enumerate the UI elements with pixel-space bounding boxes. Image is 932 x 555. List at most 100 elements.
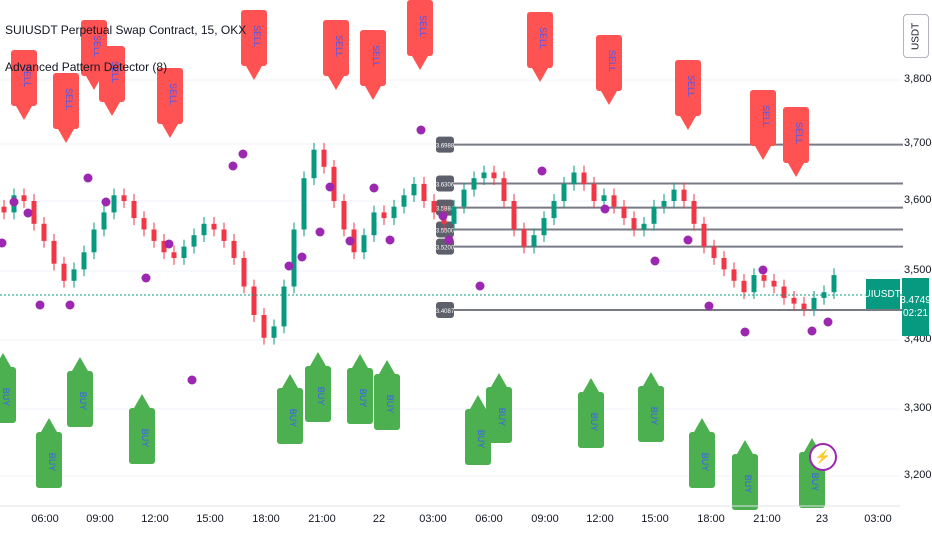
signal-body xyxy=(750,90,776,146)
candle-body xyxy=(641,223,647,230)
candle-body xyxy=(31,201,37,224)
candle-body xyxy=(101,212,107,230)
signal-arrow xyxy=(365,86,381,100)
signal-label: BUY xyxy=(497,408,507,427)
time-tick-label: 06:00 xyxy=(475,513,503,525)
signal-arrow xyxy=(41,418,57,432)
pivot-marker xyxy=(369,183,379,193)
signal-arrow xyxy=(328,76,344,90)
signal-arrow xyxy=(491,373,507,387)
signal-body xyxy=(527,12,553,68)
signal-label: BUY xyxy=(700,453,710,472)
candle-body xyxy=(1,206,7,213)
pivot-marker xyxy=(444,235,454,245)
bar-countdown: 02:21 xyxy=(902,308,929,319)
candle-body xyxy=(701,223,707,247)
signal-arrow xyxy=(583,378,599,392)
candle-body xyxy=(291,229,297,287)
pivot-marker xyxy=(325,182,335,192)
signal-body xyxy=(689,432,715,488)
buy-signal: BUY xyxy=(277,374,303,444)
signal-body xyxy=(465,409,491,465)
pivot-marker xyxy=(35,300,45,310)
signal-label: SELL xyxy=(252,25,262,47)
candle-body xyxy=(41,223,47,241)
buy-signal: BUY xyxy=(732,440,758,510)
signal-arrow xyxy=(72,357,88,371)
time-tick-label: 06:00 xyxy=(31,513,59,525)
sell-signal: SELL xyxy=(360,30,386,100)
indicator-name[interactable]: Advanced Pattern Detector (8) xyxy=(5,60,168,74)
pivot-marker xyxy=(297,252,307,262)
signal-arrow xyxy=(601,91,617,105)
candle-body xyxy=(591,183,597,201)
candle-body xyxy=(761,275,767,281)
signal-arrow xyxy=(104,102,120,116)
signal-label: BUY xyxy=(743,475,753,494)
signal-arrow xyxy=(412,56,428,70)
time-tick-label: 18:00 xyxy=(697,513,725,525)
pivot-marker xyxy=(740,327,750,337)
candle-body xyxy=(481,172,487,179)
buy-signal: BUY xyxy=(486,373,512,443)
candle-body xyxy=(411,183,417,196)
candle-body xyxy=(371,212,377,236)
candle-body xyxy=(241,258,247,287)
time-tick-label: 03:00 xyxy=(864,513,892,525)
level-label: 3.4087 xyxy=(436,309,455,315)
candle-body xyxy=(331,166,337,201)
candle-body xyxy=(141,218,147,230)
pivot-marker xyxy=(141,273,151,283)
pivot-marker xyxy=(475,281,485,291)
price-tick-label: 3,7000 xyxy=(904,137,932,149)
lightning-icon[interactable]: ⚡ xyxy=(809,443,837,471)
candle-body xyxy=(781,286,787,298)
candle-body xyxy=(81,252,87,270)
signal-label: SELL xyxy=(22,65,32,87)
time-tick-label: 22 xyxy=(372,513,386,525)
signal-body xyxy=(675,60,701,116)
buy-signal: BUY xyxy=(638,372,664,442)
signal-label: BUY xyxy=(1,388,11,407)
signal-label: BUY xyxy=(358,389,368,408)
signal-arrow xyxy=(162,124,178,138)
signal-label: SELL xyxy=(607,50,617,72)
sell-signal: SELL xyxy=(241,10,267,80)
candle-body xyxy=(771,280,777,287)
pivot-marker xyxy=(537,166,547,176)
candle-body xyxy=(751,275,757,293)
signal-label: SELL xyxy=(92,35,102,57)
sell-signal: SELL xyxy=(527,12,553,82)
signal-label: SELL xyxy=(418,15,428,37)
sell-signal: SELL xyxy=(596,35,622,105)
candle-body xyxy=(341,201,347,230)
chart-title[interactable]: SUIUSDT Perpetual Swap Contract, 15, OKX xyxy=(5,23,247,37)
candle-body xyxy=(451,206,457,224)
current-price-box: 3.4749 02:21 xyxy=(900,278,931,336)
sell-signal: SELL xyxy=(783,107,809,177)
signal-label: BUY xyxy=(140,429,150,448)
pivot-marker xyxy=(600,204,610,214)
buy-signal: BUY xyxy=(374,360,400,430)
currency-button[interactable]: USDT xyxy=(903,14,929,58)
buy-signal: BUY xyxy=(347,354,373,424)
candle-body xyxy=(511,201,517,230)
pivot-marker xyxy=(0,238,7,248)
pivot-marker xyxy=(650,256,660,266)
level-badge xyxy=(436,136,454,153)
level-label: 3.6306 xyxy=(436,183,455,189)
signal-body xyxy=(638,386,664,442)
pivot-marker xyxy=(9,197,19,207)
candle-body xyxy=(521,229,527,247)
time-tick-label: 12:00 xyxy=(586,513,614,525)
candle-body xyxy=(161,240,167,253)
candle-body xyxy=(671,189,677,201)
sell-signal: SELL xyxy=(407,0,433,70)
price-tick-label: 3,4000 xyxy=(904,333,932,345)
candle-body xyxy=(181,246,187,258)
candle-body xyxy=(831,275,837,293)
signal-label: BUY xyxy=(649,407,659,426)
signal-body xyxy=(374,374,400,430)
